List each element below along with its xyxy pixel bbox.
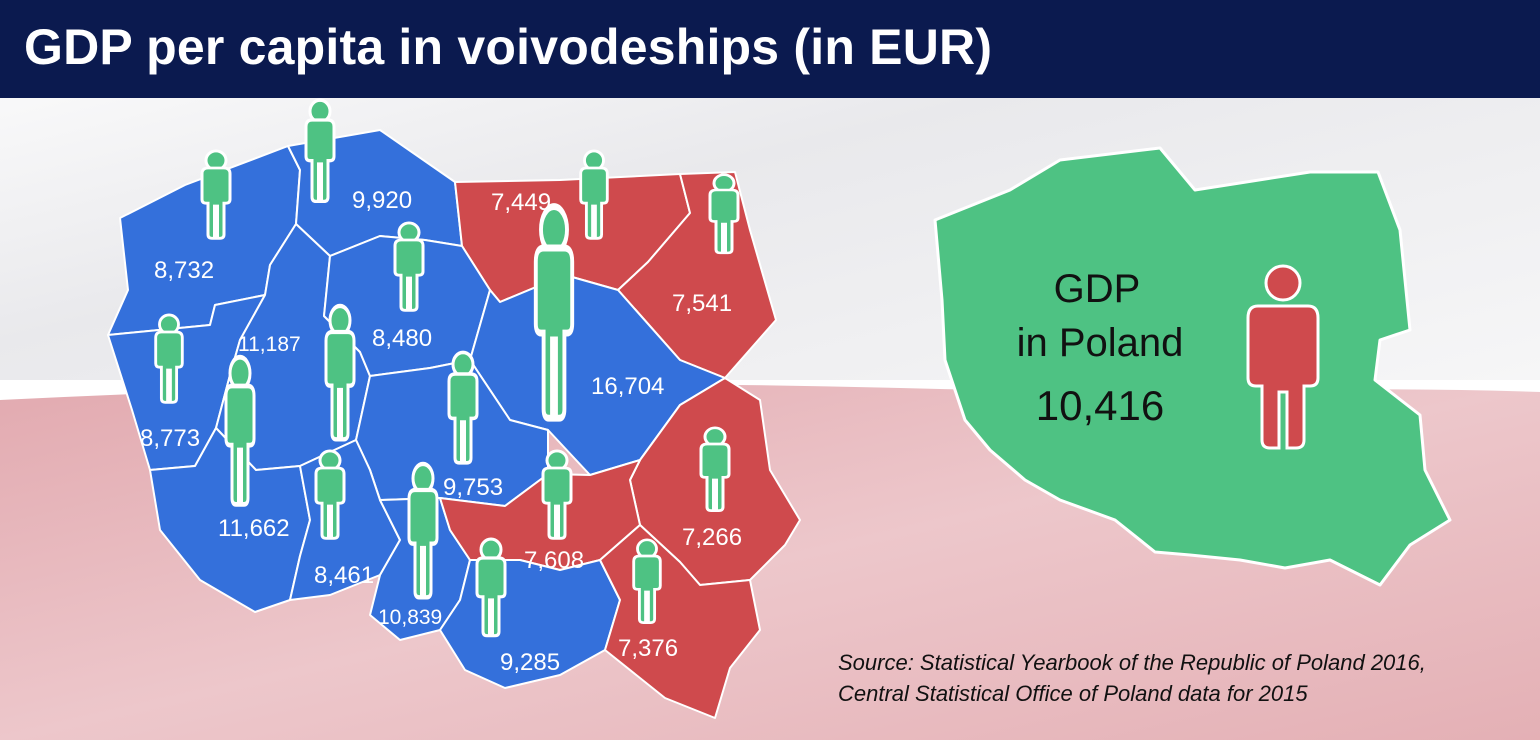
summary-label-line1: GDP bbox=[1054, 267, 1141, 311]
source-line-1: Source: Statistical Yearbook of the Repu… bbox=[838, 650, 1426, 675]
value-label: 7,376 bbox=[618, 635, 678, 662]
value-label: 10,839 bbox=[378, 606, 442, 629]
summary-label-line2: in Poland bbox=[1017, 321, 1184, 365]
source-line-2: Central Statistical Office of Poland dat… bbox=[838, 681, 1308, 706]
value-label: 7,266 bbox=[682, 524, 742, 551]
value-label: 7,449 bbox=[491, 189, 551, 216]
poland-outline bbox=[933, 146, 1452, 587]
value-label: 8,461 bbox=[314, 562, 374, 589]
summary-value: 10,416 bbox=[1036, 382, 1164, 429]
value-label: 9,285 bbox=[500, 649, 560, 676]
value-label: 11,187 bbox=[238, 333, 301, 356]
source-note: Source: Statistical Yearbook of the Repu… bbox=[838, 647, 1426, 709]
title-bar: GDP per capita in voivodeships (in EUR) bbox=[0, 0, 1540, 98]
poland-summary: GDP in Poland 10,416 bbox=[933, 146, 1452, 587]
value-label: 9,753 bbox=[443, 474, 503, 501]
value-label: 11,662 bbox=[218, 515, 290, 542]
value-label: 8,773 bbox=[140, 425, 200, 452]
value-label: 7,541 bbox=[672, 290, 732, 317]
value-label: 8,732 bbox=[154, 257, 214, 284]
value-label: 16,704 bbox=[591, 373, 664, 400]
value-label: 8,480 bbox=[372, 325, 432, 352]
person-icon-body bbox=[1246, 304, 1320, 450]
value-label: 9,920 bbox=[352, 187, 412, 214]
page-title: GDP per capita in voivodeships (in EUR) bbox=[24, 19, 993, 75]
value-labels: 8,732 9,920 7,449 7,541 11,187 8,480 16,… bbox=[140, 187, 742, 676]
person-icon-head bbox=[1264, 264, 1302, 302]
poland-person-icon bbox=[1246, 264, 1320, 450]
value-label: 7,608 bbox=[524, 547, 584, 574]
